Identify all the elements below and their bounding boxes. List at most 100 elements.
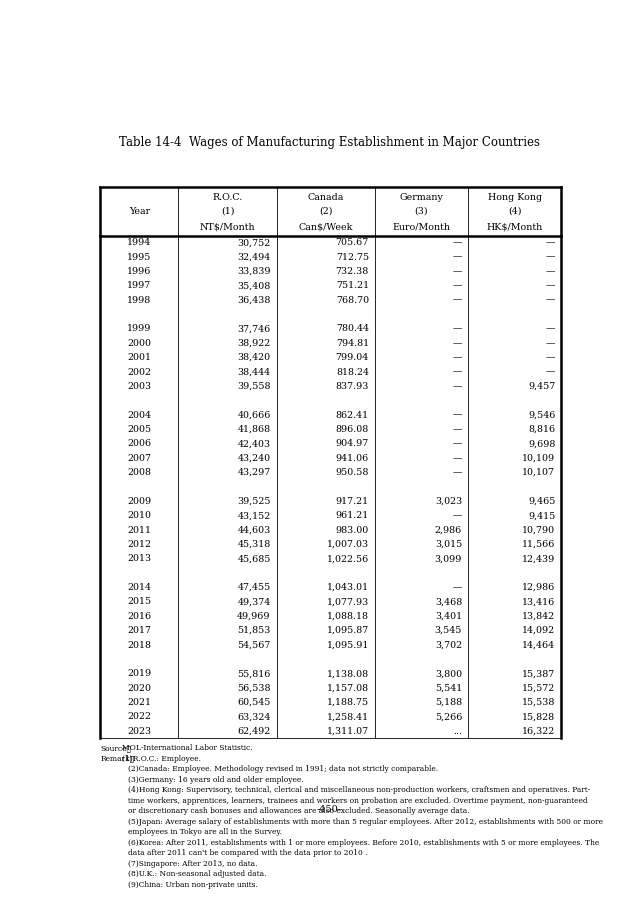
Text: —: — bbox=[453, 440, 462, 448]
Text: 12,439: 12,439 bbox=[522, 554, 556, 564]
Text: 2002: 2002 bbox=[127, 368, 151, 376]
Text: —: — bbox=[453, 368, 462, 376]
Text: 36,438: 36,438 bbox=[237, 296, 271, 305]
Text: R.O.C.: R.O.C. bbox=[212, 193, 242, 202]
Text: 2017: 2017 bbox=[127, 626, 151, 635]
Text: —: — bbox=[546, 281, 556, 290]
Text: (7)Singapore: After 2013, no data.: (7)Singapore: After 2013, no data. bbox=[128, 860, 257, 868]
Text: 13,842: 13,842 bbox=[522, 612, 556, 621]
Text: 43,240: 43,240 bbox=[237, 454, 271, 463]
Text: 862.41: 862.41 bbox=[336, 410, 369, 419]
Text: —: — bbox=[453, 296, 462, 305]
Text: 1,157.08: 1,157.08 bbox=[327, 684, 369, 693]
Text: 35,408: 35,408 bbox=[237, 281, 271, 290]
Text: 63,324: 63,324 bbox=[237, 712, 271, 722]
Text: 712.75: 712.75 bbox=[336, 252, 369, 261]
Text: 15,572: 15,572 bbox=[522, 684, 556, 693]
Text: 1,077.93: 1,077.93 bbox=[327, 598, 369, 606]
Text: 10,790: 10,790 bbox=[522, 526, 556, 535]
Text: 39,558: 39,558 bbox=[237, 382, 271, 391]
Text: 2014: 2014 bbox=[127, 583, 151, 592]
Text: 705.67: 705.67 bbox=[336, 238, 369, 248]
Text: 43,152: 43,152 bbox=[237, 511, 271, 520]
Text: time workers, apprentices, learners, trainees and workers on probation are exclu: time workers, apprentices, learners, tra… bbox=[128, 796, 587, 805]
Text: —: — bbox=[546, 353, 556, 362]
Text: 983.00: 983.00 bbox=[336, 526, 369, 535]
Text: (9)China: Urban non-private units.: (9)China: Urban non-private units. bbox=[128, 881, 258, 889]
Text: (8)U.K.: Non-seasonal adjusted data.: (8)U.K.: Non-seasonal adjusted data. bbox=[128, 870, 266, 879]
Text: 38,444: 38,444 bbox=[237, 368, 271, 376]
Text: 38,922: 38,922 bbox=[237, 339, 271, 347]
Text: 3,702: 3,702 bbox=[435, 640, 462, 650]
Text: 904.97: 904.97 bbox=[336, 440, 369, 448]
Text: 896.08: 896.08 bbox=[336, 425, 369, 434]
Text: 1998: 1998 bbox=[127, 296, 152, 305]
Text: 1,095.91: 1,095.91 bbox=[327, 640, 369, 650]
Text: 2016: 2016 bbox=[127, 612, 151, 621]
Text: 917.21: 917.21 bbox=[336, 497, 369, 505]
Text: —: — bbox=[453, 324, 462, 334]
Text: 32,494: 32,494 bbox=[237, 252, 271, 261]
Text: 2005: 2005 bbox=[127, 425, 151, 434]
Text: 2000: 2000 bbox=[127, 339, 151, 347]
Text: 950.58: 950.58 bbox=[336, 468, 369, 477]
Text: 3,099: 3,099 bbox=[435, 554, 462, 564]
Text: (3)Germany: 16 years old and older employee.: (3)Germany: 16 years old and older emplo… bbox=[128, 775, 303, 784]
Text: —: — bbox=[453, 353, 462, 362]
Text: 2019: 2019 bbox=[127, 669, 151, 678]
Text: (2): (2) bbox=[319, 207, 332, 216]
Text: data after 2011 can't be compared with the data prior to 2010 .: data after 2011 can't be compared with t… bbox=[128, 849, 367, 857]
Text: 51,853: 51,853 bbox=[237, 626, 271, 635]
Text: 1,022.56: 1,022.56 bbox=[327, 554, 369, 564]
Text: 11,566: 11,566 bbox=[522, 540, 556, 549]
Text: (6)Korea: After 2011, establishments with 1 or more employees. Before 2010, esta: (6)Korea: After 2011, establishments wit… bbox=[128, 839, 599, 847]
Text: 38,420: 38,420 bbox=[237, 353, 271, 362]
Text: (5)Japan: Average salary of establishments with more than 5 regular employees. A: (5)Japan: Average salary of establishmen… bbox=[128, 818, 602, 826]
Text: 47,455: 47,455 bbox=[237, 583, 271, 592]
Text: 49,969: 49,969 bbox=[237, 612, 271, 621]
Text: Germany: Germany bbox=[399, 193, 444, 202]
Text: 2015: 2015 bbox=[127, 598, 151, 606]
Text: or discretionary cash bonuses and allowances are also excluded. Seasonally avera: or discretionary cash bonuses and allowa… bbox=[128, 808, 469, 815]
Text: 1995: 1995 bbox=[127, 252, 152, 261]
Text: 2008: 2008 bbox=[127, 468, 151, 477]
Text: 2012: 2012 bbox=[127, 540, 151, 549]
Text: —: — bbox=[453, 252, 462, 261]
Text: 2022: 2022 bbox=[127, 712, 151, 722]
Text: 5,188: 5,188 bbox=[435, 698, 462, 707]
Text: 56,538: 56,538 bbox=[237, 684, 271, 693]
Text: —: — bbox=[453, 468, 462, 477]
Text: 14,464: 14,464 bbox=[522, 640, 556, 650]
Text: —: — bbox=[546, 296, 556, 305]
Text: Canada: Canada bbox=[307, 193, 344, 202]
Text: 39,525: 39,525 bbox=[237, 497, 271, 505]
Text: 44,603: 44,603 bbox=[237, 526, 271, 535]
Text: 1996: 1996 bbox=[127, 267, 152, 276]
Text: 16,322: 16,322 bbox=[522, 726, 556, 736]
Text: 2021: 2021 bbox=[127, 698, 151, 707]
Text: 2020: 2020 bbox=[127, 684, 151, 693]
Text: 2013: 2013 bbox=[127, 554, 151, 564]
Text: 3,401: 3,401 bbox=[435, 612, 462, 621]
Text: —: — bbox=[546, 339, 556, 347]
Text: 1,258.41: 1,258.41 bbox=[327, 712, 369, 722]
Text: Source：: Source： bbox=[100, 744, 131, 752]
Text: 42,403: 42,403 bbox=[237, 440, 271, 448]
Text: Remark：: Remark： bbox=[100, 755, 134, 762]
Text: 40,666: 40,666 bbox=[237, 410, 271, 419]
Text: —: — bbox=[546, 267, 556, 276]
Text: —: — bbox=[546, 324, 556, 334]
Text: Hong Kong: Hong Kong bbox=[487, 193, 541, 202]
Text: 13,416: 13,416 bbox=[522, 598, 556, 606]
Text: 10,109: 10,109 bbox=[522, 454, 556, 463]
Text: 2023: 2023 bbox=[127, 726, 151, 736]
Text: 768.70: 768.70 bbox=[336, 296, 369, 305]
Text: —: — bbox=[546, 238, 556, 248]
Text: 54,567: 54,567 bbox=[237, 640, 271, 650]
Text: —: — bbox=[453, 454, 462, 463]
Text: 2010: 2010 bbox=[127, 511, 151, 520]
Text: 1,088.18: 1,088.18 bbox=[327, 612, 369, 621]
Text: —: — bbox=[453, 382, 462, 391]
Text: ...: ... bbox=[453, 726, 462, 736]
Text: 15,387: 15,387 bbox=[522, 669, 556, 678]
